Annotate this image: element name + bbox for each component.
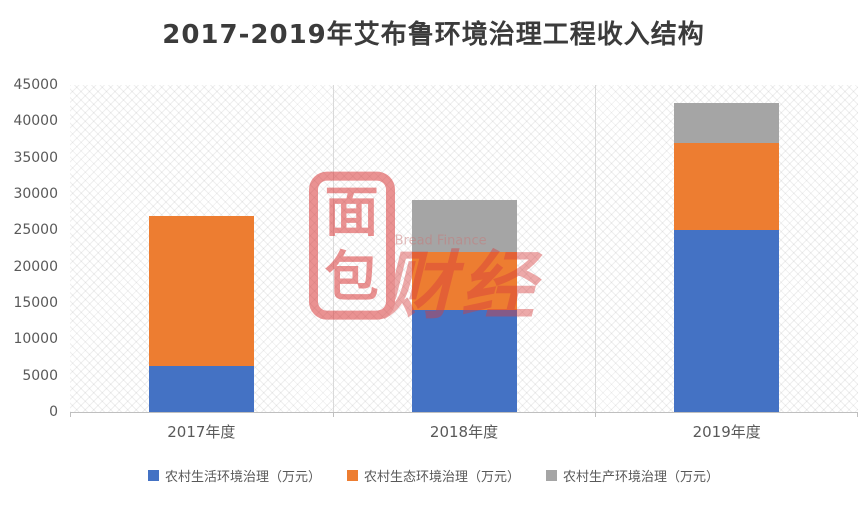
bar-segment bbox=[674, 143, 780, 231]
y-tick-label: 20000 bbox=[13, 258, 58, 275]
legend-swatch bbox=[346, 470, 358, 481]
bar-segment bbox=[148, 215, 254, 366]
y-tick-label: 5000 bbox=[22, 367, 58, 384]
legend-label: 农村生活环境治理（万元） bbox=[164, 470, 321, 485]
x-axis-labels: 2017年度 2018年度 2019年度 bbox=[70, 421, 858, 442]
y-tick-label: 15000 bbox=[13, 295, 58, 311]
y-axis: 0 5000 10000 15000 20000 25000 30000 35000 40000… bbox=[0, 77, 62, 420]
x-axis-ticks bbox=[70, 412, 858, 417]
y-tick-label: 35000 bbox=[13, 149, 58, 166]
x-axis-label: 2019年度 bbox=[692, 423, 761, 441]
gridline bbox=[332, 85, 334, 412]
legend-label: 农村生态环境治理（万元） bbox=[363, 470, 520, 485]
bar-segment bbox=[411, 199, 517, 253]
y-tick-label: 45000 bbox=[13, 77, 58, 93]
gridline bbox=[595, 85, 597, 412]
legend-swatch bbox=[147, 470, 159, 481]
y-tick-label: 10000 bbox=[13, 331, 58, 348]
bar-segment bbox=[674, 103, 780, 144]
y-tick-label: 40000 bbox=[13, 113, 58, 130]
bar-segment bbox=[411, 252, 517, 311]
legend-swatch bbox=[546, 470, 557, 481]
y-tick-label: 30000 bbox=[13, 186, 58, 202]
bar-segment bbox=[411, 310, 517, 412]
watermark-logo-icon: 面 包 bbox=[308, 171, 395, 320]
legend-label: 农村生产环境治理（万元） bbox=[563, 470, 720, 485]
legend-item: 农村生产环境治理（万元） bbox=[546, 466, 719, 485]
axis-tick bbox=[595, 412, 597, 417]
legend-item: 农村生活环境治理（万元） bbox=[147, 466, 321, 485]
bar-stack bbox=[411, 199, 517, 412]
axis-tick bbox=[332, 412, 334, 417]
bar-segment bbox=[674, 230, 780, 412]
bar-segment bbox=[148, 365, 254, 412]
legend-item: 农村生态环境治理（万元） bbox=[346, 466, 520, 485]
chart-title: 2017-2019年艾布鲁环境治理工程收入结构 bbox=[162, 20, 705, 50]
y-tick-label: 0 bbox=[49, 404, 58, 420]
axis-tick bbox=[70, 412, 71, 417]
bar-stack bbox=[148, 215, 254, 412]
y-tick-label: 25000 bbox=[13, 222, 58, 239]
legend: 农村生活环境治理（万元） 农村生态环境治理（万元） 农村生产环境治理（万元） bbox=[0, 466, 867, 485]
axis-tick bbox=[857, 412, 858, 417]
x-axis-label: 2018年度 bbox=[429, 423, 499, 441]
x-axis-label: 2017年度 bbox=[167, 423, 236, 441]
plot-area: 面 包 Bread Finance 财经 bbox=[70, 85, 858, 413]
bar-stack bbox=[674, 103, 780, 412]
